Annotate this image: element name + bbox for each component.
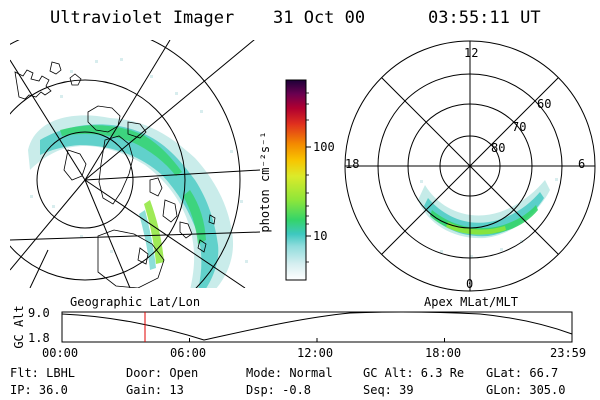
apex-map [344,40,596,292]
aurora-oval-geo [28,115,233,288]
status-seq: Seq: 39 [363,383,414,397]
alt-xtick-0: 00:00 [42,346,79,360]
alt-ytick-top: 9.0 [28,306,50,320]
status-mode: Mode: Normal [246,366,333,380]
status-flt: Flt: LBHL [10,366,76,380]
colorbar-unit-label: photon cm⁻²s⁻¹ [258,131,272,233]
status-gc-alt: GC Alt: 6.3 Re [363,366,465,380]
image-date: 31 Oct 00 [273,8,366,28]
alt-xtick-3: 18:00 [425,346,462,360]
geo-panel-label: Geographic Lat/Lon [70,295,201,309]
mlat-label-70: 70 [512,120,527,134]
status-ip: IP: 36.0 [10,383,68,397]
mlat-label-80: 80 [491,141,506,155]
status-gain: Gain: 13 [126,383,184,397]
alt-xtick-2: 12:00 [297,346,334,360]
altitude-curve [61,311,573,341]
mlt-label-18: 18 [345,157,360,171]
instrument-title: Ultraviolet Imager [50,8,235,28]
status-dsp: Dsp: -0.8 [246,383,312,397]
status-glon: GLon: 305.0 [486,383,566,397]
mlt-label-12: 12 [464,46,479,60]
alt-ylabel: GC Alt [12,305,26,349]
alt-xtick-4: 23:59 [550,346,587,360]
altitude-plot [61,311,573,343]
geographic-map [10,40,260,288]
mlt-label-6: 6 [578,157,586,171]
colorbar-tick-100: 100 [313,140,335,154]
image-time: 03:55:11 UT [428,8,541,28]
colorbar-tick-10: 10 [313,229,328,243]
status-door: Door: Open [126,366,199,380]
alt-ytick-bottom: 1.8 [28,331,50,345]
status-glat: GLat: 66.7 [486,366,559,380]
mlt-label-0: 0 [466,277,474,291]
alt-xtick-1: 06:00 [170,346,207,360]
mlat-label-60: 60 [537,97,552,111]
apex-panel-label: Apex MLat/MLT [424,295,518,309]
colorbar [285,79,311,281]
